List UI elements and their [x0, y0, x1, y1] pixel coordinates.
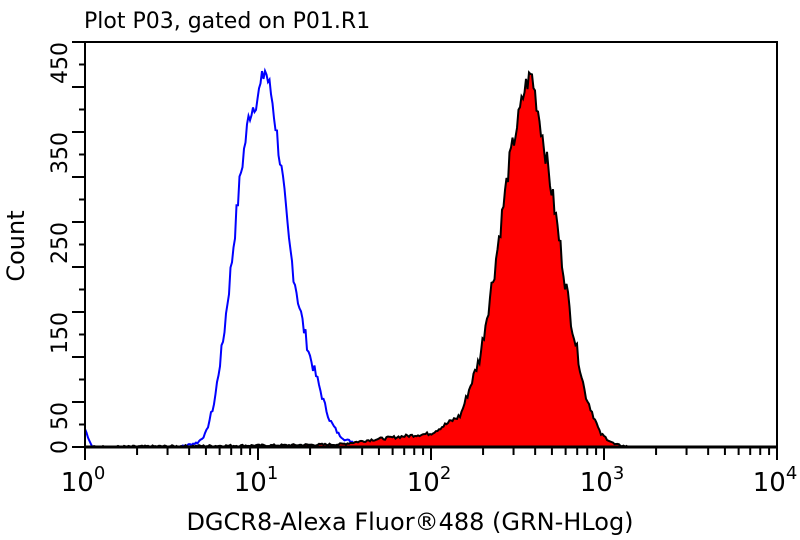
y-tick-label: 50: [48, 402, 73, 430]
x-tick-exponent: 0: [94, 463, 105, 484]
x-tick-label: 101: [234, 463, 279, 498]
x-axis-label: DGCR8-Alexa Fluor®488 (GRN-HLog): [186, 508, 633, 536]
x-tick-label: 104: [753, 463, 798, 498]
x-tick-base: 10: [580, 468, 613, 498]
y-axis-label: Count: [2, 210, 30, 281]
x-tick-exponent: 4: [786, 463, 797, 484]
x-tick-base: 10: [234, 468, 267, 498]
plot-area: [84, 67, 777, 449]
chart-title: Plot P03, gated on P01.R1: [84, 9, 370, 34]
x-tick-exponent: 3: [613, 463, 624, 484]
y-tick-label: 250: [48, 222, 73, 264]
x-tick-exponent: 2: [440, 463, 451, 484]
x-tick-label: 100: [61, 463, 106, 498]
x-tick-exponent: 1: [267, 463, 278, 484]
y-tick-label: 350: [48, 132, 73, 174]
series-filled-histogram: [85, 70, 777, 449]
plot-frame: [84, 41, 778, 448]
x-tick-base: 10: [407, 468, 440, 498]
y-tick-label: 150: [48, 312, 73, 354]
x-tick-label: 102: [407, 463, 452, 498]
y-tick-label: 0: [48, 440, 73, 454]
x-tick-base: 10: [753, 468, 786, 498]
x-tick-label: 103: [580, 463, 625, 498]
x-tick-base: 10: [61, 468, 94, 498]
series-outline-histogram: [84, 67, 777, 449]
y-tick-label: 450: [48, 42, 73, 84]
